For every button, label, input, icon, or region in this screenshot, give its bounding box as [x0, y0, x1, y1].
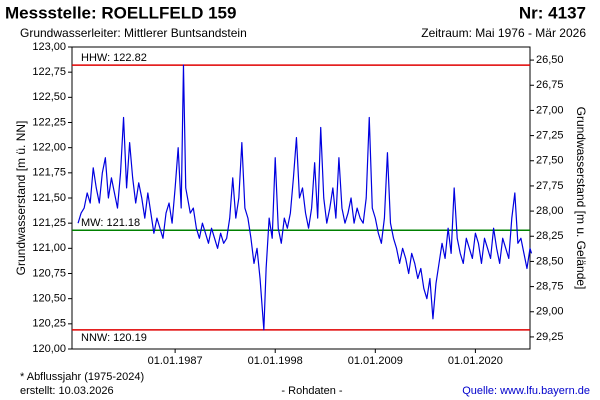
y2-tick-label: 27,25 [536, 129, 564, 141]
y-tick-label: 121,75 [32, 167, 66, 179]
y2-tick-label: 26,50 [536, 54, 564, 66]
y2-tick-label: 26,75 [536, 79, 564, 91]
x-tick-label: 01.01.1998 [248, 355, 303, 367]
reference-label: MW: 121.18 [81, 217, 140, 229]
y2-tick-label: 28,75 [536, 280, 564, 292]
chart-title: Messstelle: ROELLFELD 159 [5, 3, 236, 22]
y2-tick-label: 28,50 [536, 255, 564, 267]
y-axis-label: Grundwasserstand [m ü. NN] [14, 121, 28, 276]
y-tick-label: 120,75 [32, 267, 66, 279]
x-tick-label: 01.01.1987 [148, 355, 203, 367]
y-tick-label: 121,25 [32, 217, 66, 229]
station-number: Nr: 4137 [519, 3, 586, 22]
y2-tick-label: 27,75 [536, 180, 564, 192]
water-level-line [77, 64, 533, 331]
y2-tick-label: 28,00 [536, 205, 564, 217]
period: Zeitraum: Mai 1976 - Mär 2026 [421, 26, 586, 40]
y-tick-label: 122,00 [32, 142, 66, 154]
y2-tick-label: 28,25 [536, 230, 564, 242]
y-tick-label: 123,00 [32, 41, 66, 53]
y2-tick-label: 27,50 [536, 155, 564, 167]
reference-label: NNW: 120.19 [81, 332, 147, 344]
x-tick-label: 01.01.2009 [348, 355, 403, 367]
y-tick-label: 121,50 [32, 192, 66, 204]
x-tick-label: 01.01.2020 [448, 355, 503, 367]
reference-label: HHW: 122.82 [81, 52, 147, 64]
footnote: * Abflussjahr (1975-2024) [20, 371, 144, 383]
y-tick-label: 120,50 [32, 293, 66, 305]
plot-frame [71, 46, 531, 350]
y-tick-label: 122,25 [32, 116, 66, 128]
y-tick-label: 122,50 [32, 91, 66, 103]
y-tick-label: 120,25 [32, 318, 66, 330]
y-tick-label: 120,00 [32, 343, 66, 355]
raw-data-note: - Rohdaten - [281, 385, 342, 397]
y2-tick-label: 27,00 [536, 104, 564, 116]
y2-axis-label: Grundwasserstand [m u. Gelände] [574, 107, 588, 290]
y-tick-label: 122,75 [32, 66, 66, 78]
y-tick-label: 121,00 [32, 242, 66, 254]
y2-tick-label: 29,00 [536, 306, 564, 318]
y2-tick-label: 29,25 [536, 331, 564, 343]
source-link[interactable]: Quelle: www.lfu.bayern.de [462, 385, 590, 397]
created-date: erstellt: 10.03.2026 [20, 385, 114, 397]
aquifer: Grundwasserleiter: Mittlerer Buntsandste… [20, 26, 247, 40]
